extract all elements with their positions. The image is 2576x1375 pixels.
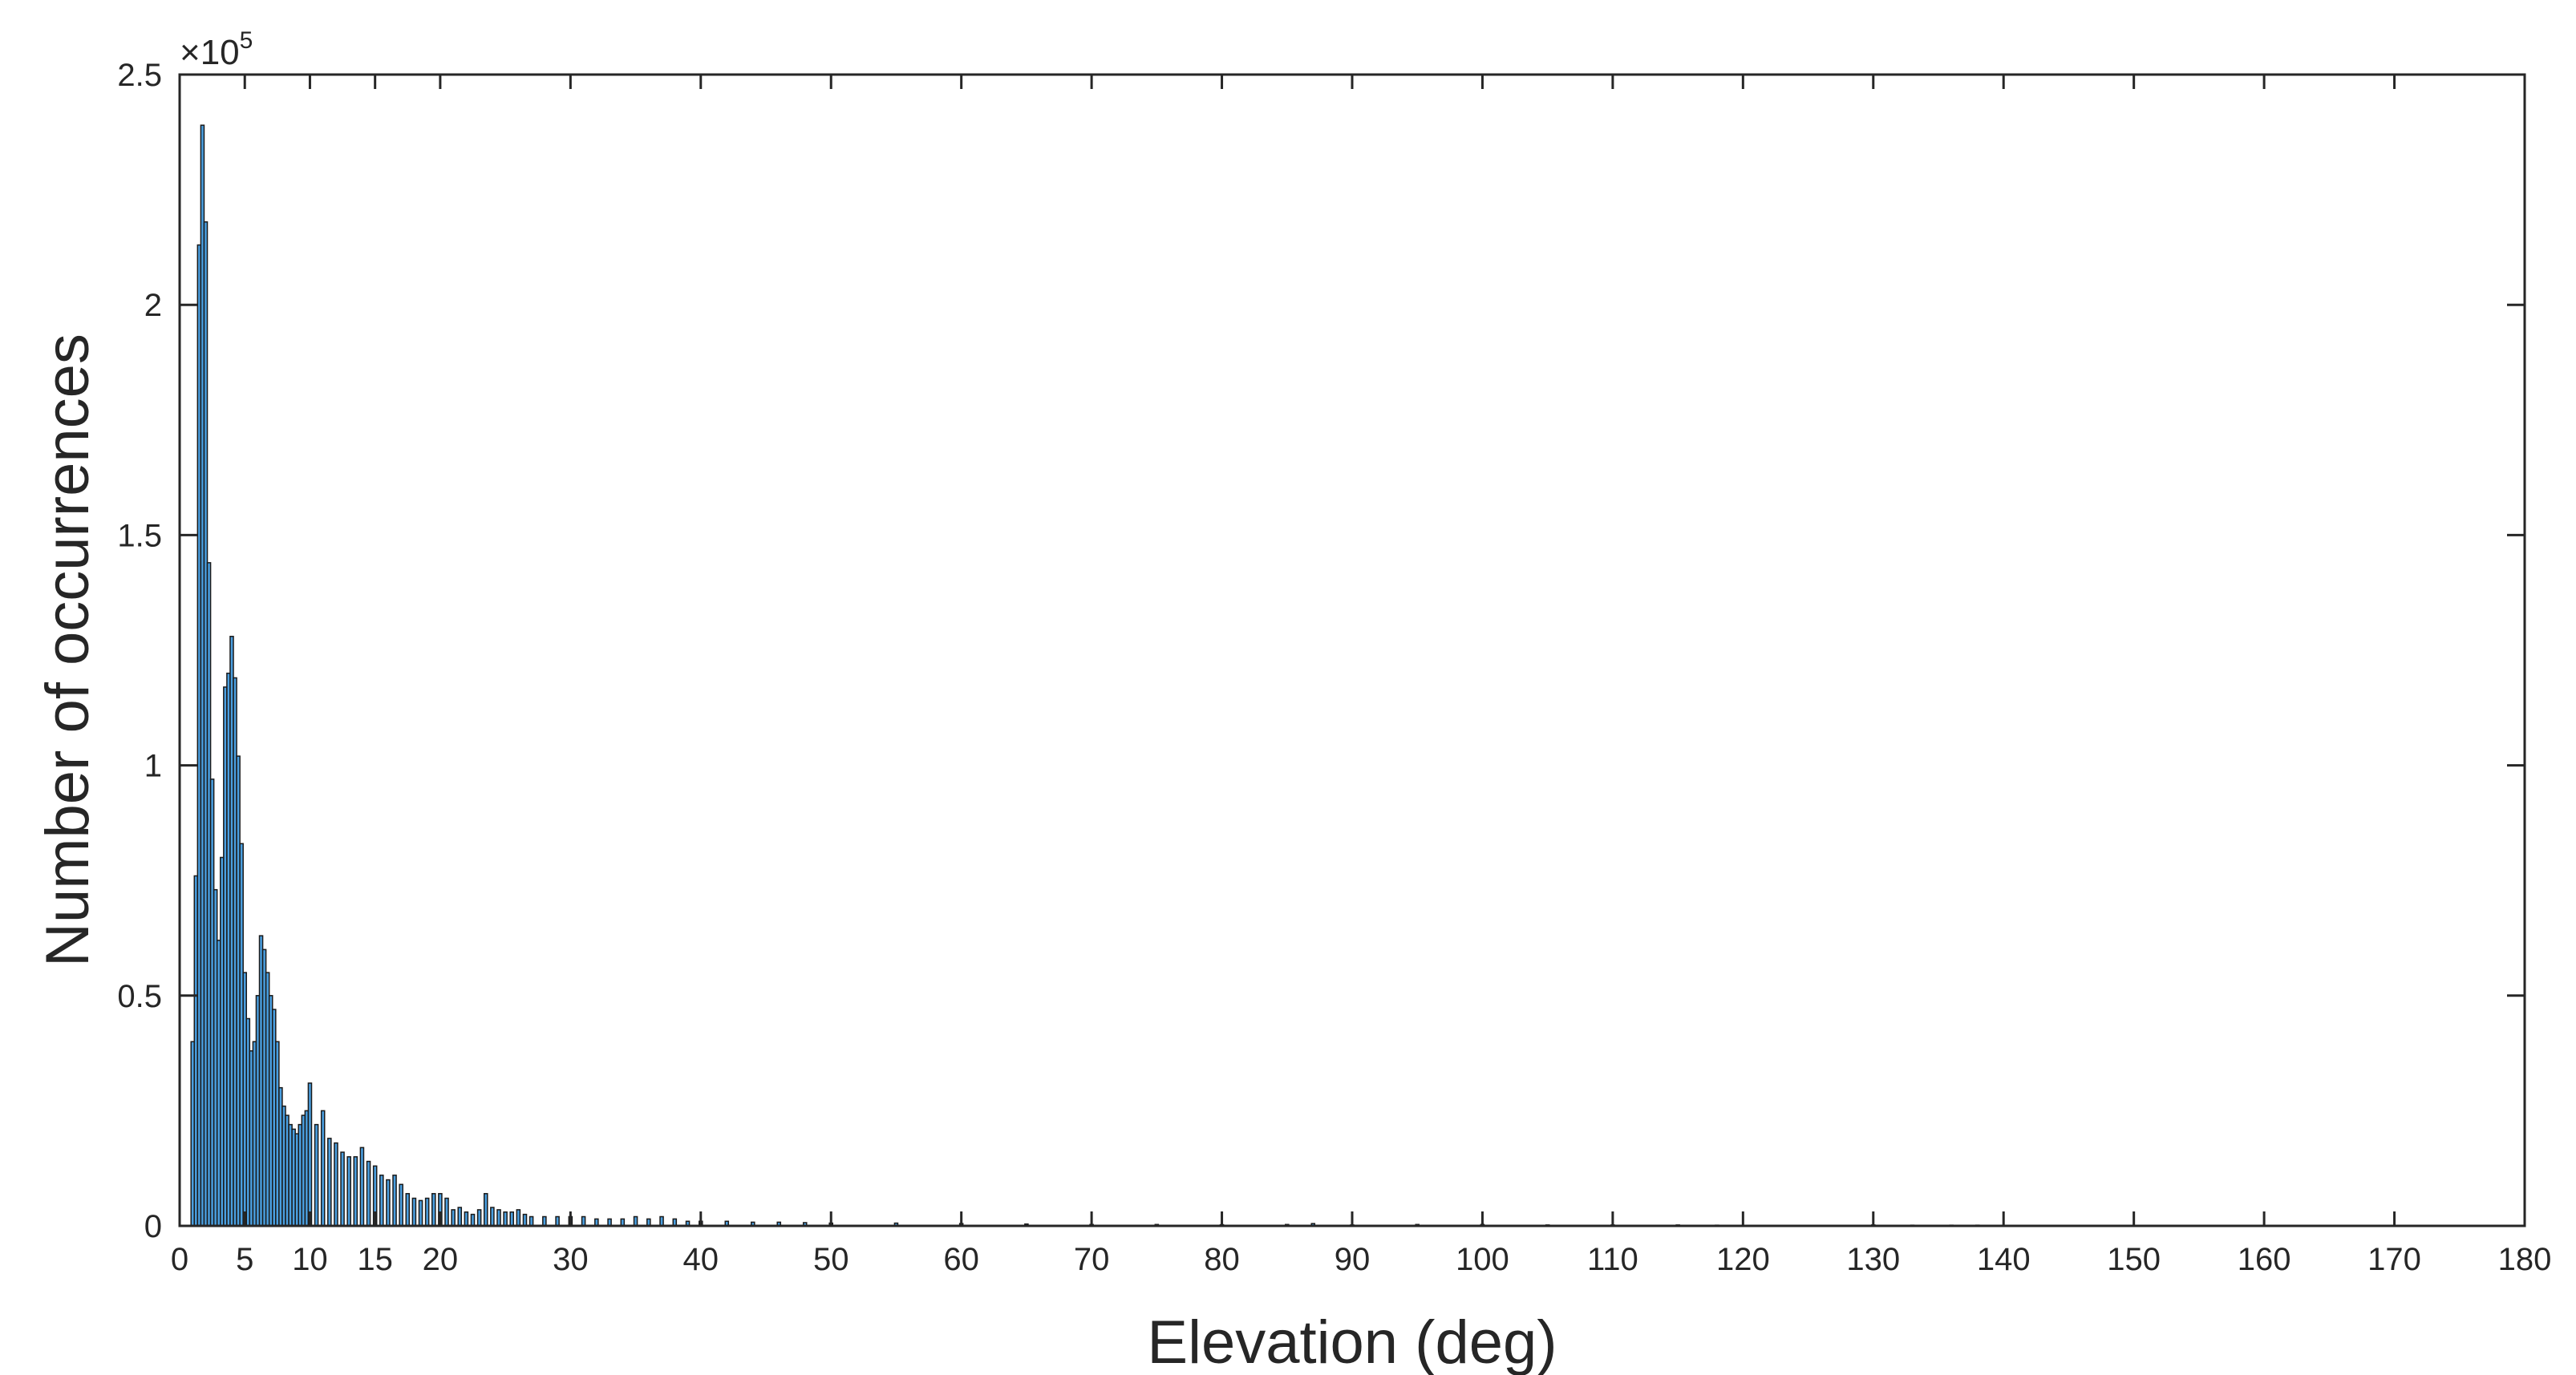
histogram-bar [496,1209,501,1227]
histogram-bar [386,1179,391,1227]
histogram-bar [405,1193,411,1227]
y-tick-label: 0.5 [117,979,162,1014]
histogram-bar [424,1197,430,1227]
x-tick-label: 170 [2367,1242,2421,1277]
histogram-bar [555,1215,560,1227]
x-tick-label: 90 [1335,1242,1371,1277]
histogram-bar [503,1211,508,1227]
histogram-bar [431,1193,436,1227]
histogram-bar [366,1160,371,1227]
histogram-bar [542,1215,547,1227]
x-tick-label: 50 [813,1242,849,1277]
y-exponent-power: 5 [240,27,253,54]
y-exponent-label: ×105 [180,27,253,72]
histogram-bar [314,1123,319,1227]
histogram-bar [451,1209,456,1227]
x-tick-label: 5 [236,1242,253,1277]
x-tick-label: 130 [1846,1242,1900,1277]
x-axis-title: Elevation (deg) [1147,1308,1557,1375]
histogram-bar [490,1207,495,1227]
x-tick-label: 150 [2107,1242,2161,1277]
y-tick-label: 1 [144,749,162,784]
histogram-bar [470,1213,476,1227]
histogram-bar [457,1207,463,1227]
histogram-bar [522,1213,528,1227]
histogram-bar [483,1193,488,1227]
histogram-bar [327,1138,332,1227]
x-tick-label: 40 [683,1242,719,1277]
histogram-bar [633,1215,638,1227]
y-axis-title: Number of occurrences [34,334,102,967]
histogram-bar [411,1197,417,1227]
histogram-bar [353,1156,358,1227]
y-tick-label: 2.5 [117,58,162,93]
y-axis: 0 0.5 1 1.5 2 2.5 [117,58,2525,1244]
bar-series [190,124,1980,1227]
x-tick-label: 60 [943,1242,979,1277]
x-tick-label: 100 [1456,1242,1509,1277]
histogram-bar [392,1175,397,1227]
x-axis: 0 5 10 15 20 30 40 50 60 70 80 90 100 110 120 130 140 150… [171,75,2552,1277]
histogram-bar [379,1175,384,1227]
y-tick-label: 0 [144,1209,162,1244]
plot-frame [178,73,2526,1227]
histogram-bar [659,1215,664,1227]
histogram-bar [334,1142,338,1227]
y-tick-label: 1.5 [117,518,162,553]
x-tick-label: 15 [357,1242,393,1277]
histogram-bar [346,1156,351,1227]
histogram-bar [320,1110,326,1227]
histogram-bar [340,1151,345,1227]
x-tick-label: 20 [423,1242,459,1277]
x-tick-label: 120 [1716,1242,1770,1277]
histogram-bar [418,1199,423,1227]
histogram-bar [399,1183,403,1227]
x-tick-label: 80 [1204,1242,1240,1277]
x-tick-label: 10 [292,1242,328,1277]
x-tick-label: 160 [2238,1242,2291,1277]
histogram-bar [444,1197,449,1227]
histogram-bar [581,1215,586,1227]
histogram-bar [359,1147,365,1227]
histogram-bar [529,1215,534,1227]
y-tick-label: 2 [144,288,162,323]
x-tick-label: 30 [553,1242,589,1277]
x-tick-label: 0 [171,1242,188,1277]
x-tick-label: 70 [1074,1242,1110,1277]
histogram-bar [509,1211,515,1227]
histogram-bar [516,1209,521,1227]
histogram-bar [464,1211,469,1227]
x-tick-label: 110 [1587,1242,1638,1277]
x-tick-label: 180 [2498,1242,2552,1277]
histogram-bar [307,1082,313,1227]
histogram-bar [476,1209,482,1227]
x-tick-label: 140 [1977,1242,2031,1277]
